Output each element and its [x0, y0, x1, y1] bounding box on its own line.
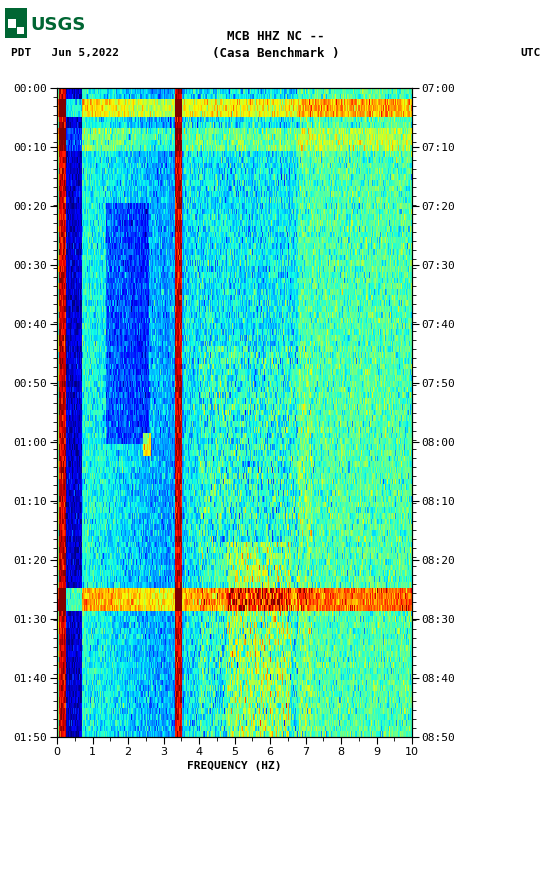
Bar	[8, 19, 16, 28]
Bar	[17, 27, 24, 34]
Text: MCB HHZ NC --: MCB HHZ NC --	[227, 30, 325, 44]
Text: UTC: UTC	[521, 48, 541, 58]
Text: USGS: USGS	[30, 16, 86, 34]
Text: (Casa Benchmark ): (Casa Benchmark )	[213, 46, 339, 60]
Text: PDT   Jun 5,2022: PDT Jun 5,2022	[11, 48, 119, 58]
Bar	[5, 8, 27, 38]
X-axis label: FREQUENCY (HZ): FREQUENCY (HZ)	[187, 761, 282, 771]
